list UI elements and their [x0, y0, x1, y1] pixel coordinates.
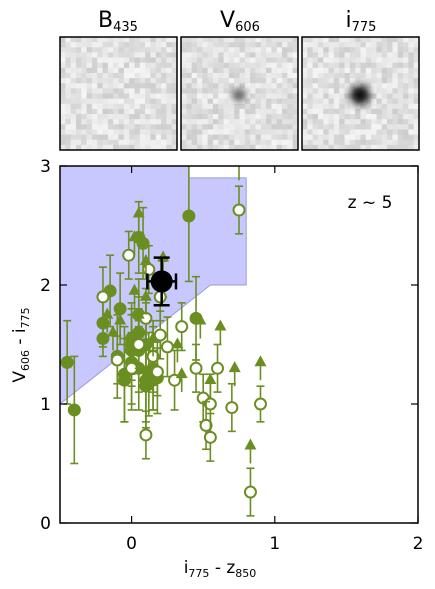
y-tick-label: 2	[40, 276, 51, 296]
stamp-panels: B435 V606 i775	[59, 8, 420, 151]
lower-limit-arrows	[101, 166, 267, 464]
filled-point	[60, 355, 74, 369]
plot-frame	[59, 165, 419, 524]
open-point	[96, 290, 110, 304]
open-point	[153, 290, 167, 304]
open-point	[243, 485, 257, 499]
open-point	[253, 397, 267, 411]
stamp-b435-image	[60, 37, 178, 151]
open-point	[203, 430, 217, 444]
open-point	[150, 365, 164, 379]
limit-arrow-head	[128, 230, 141, 242]
stamp-i775-title: i775	[346, 8, 377, 35]
limit-arrow-head	[114, 313, 127, 325]
x-tick-label: 1	[269, 534, 280, 554]
open-point	[225, 401, 239, 415]
stamp-v606-source	[232, 88, 246, 102]
stamp-b435: B435	[59, 8, 178, 151]
stamp-i775-source-core	[356, 91, 364, 99]
open-point	[175, 320, 189, 334]
y-ticks: 0 1 2 3	[40, 157, 418, 534]
stamp-v606: V606	[180, 8, 299, 151]
limit-arrow-head	[171, 337, 184, 349]
stamp-v606-title: V606	[220, 8, 260, 35]
y-tick-label: 1	[40, 395, 51, 415]
stamp-b435-frame	[59, 36, 178, 151]
limit-arrow-head	[244, 438, 257, 450]
y-tick-label: 3	[40, 157, 51, 177]
open-point	[211, 361, 225, 375]
open-point	[199, 418, 213, 432]
open-point	[232, 203, 246, 217]
limit-arrow-head	[233, 166, 245, 167]
highlight-point	[150, 270, 173, 293]
filled-point	[113, 302, 127, 316]
limit-arrow-head	[254, 355, 267, 367]
stamp-v606-image	[181, 37, 299, 151]
limit-arrow-head	[228, 361, 241, 373]
limit-arrow-head	[139, 289, 152, 301]
limit-arrow-head	[147, 331, 160, 343]
limit-arrow-head	[128, 283, 141, 295]
open-point	[189, 361, 203, 375]
limit-arrow-head	[101, 307, 114, 319]
y-tick-label: 0	[40, 514, 51, 534]
limit-arrow-head	[175, 367, 188, 379]
open-point	[142, 263, 156, 277]
open-point	[110, 353, 124, 367]
open-point	[139, 428, 153, 442]
limit-arrow-head	[132, 206, 145, 218]
plot-area: 0 1 2 0 1 2 3 z ~ 5 i775 - z850 V606 - i775	[10, 157, 423, 580]
limit-arrow-head	[132, 307, 145, 319]
limit-arrow-head	[194, 313, 207, 325]
filled-point	[182, 209, 196, 223]
highlighted-source	[146, 256, 178, 307]
limit-arrow-head	[214, 319, 227, 331]
x-axis-label: i775 - z850	[184, 558, 257, 580]
open-point	[122, 248, 136, 262]
limit-arrow-head	[106, 325, 119, 337]
stamp-v606-frame	[180, 36, 299, 151]
stamp-i775: i775	[301, 8, 420, 151]
x-ticks: 0 1 2	[126, 166, 423, 554]
redshift-annotation: z ~ 5	[348, 193, 393, 213]
x-tick-label: 0	[126, 534, 137, 554]
limit-arrow-head	[139, 254, 152, 266]
limit-arrow-head	[204, 373, 217, 385]
x-tick-label: 2	[413, 534, 424, 554]
stamp-i775-frame	[301, 36, 420, 151]
limit-arrow-head	[142, 379, 155, 390]
y-axis-label: V606 - i775	[10, 307, 32, 382]
stamp-b435-title: B435	[98, 8, 138, 35]
filled-point	[67, 403, 81, 417]
open-point	[132, 338, 146, 351]
